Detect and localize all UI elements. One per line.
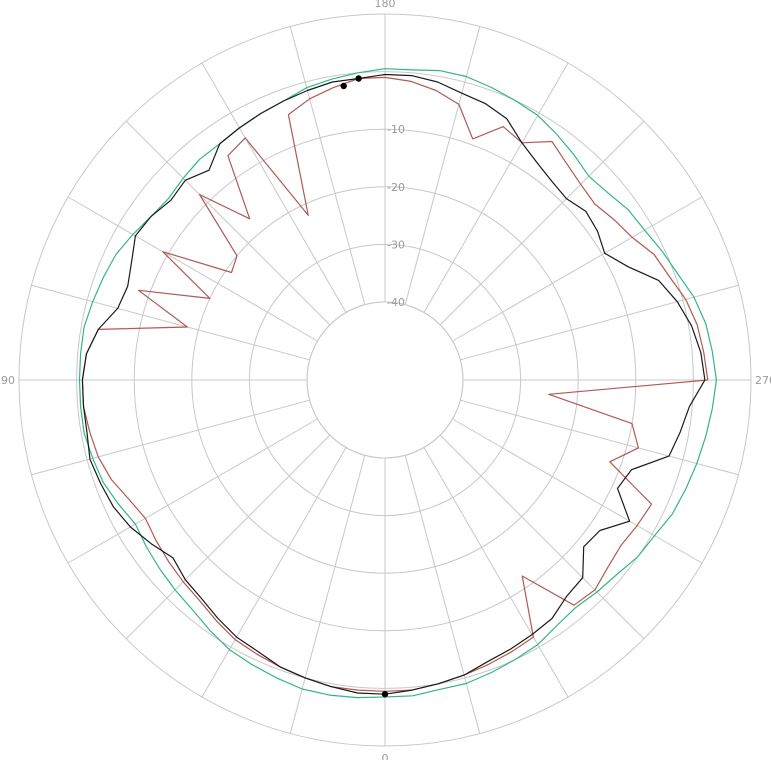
grid-spoke bbox=[289, 455, 366, 734]
grid-spoke bbox=[125, 434, 331, 640]
grid-spoke bbox=[289, 26, 366, 305]
marker-group bbox=[340, 75, 389, 698]
grid-spoke bbox=[439, 434, 645, 640]
grid-spoke bbox=[452, 196, 703, 342]
grid-spoke bbox=[201, 447, 347, 698]
series-line-2 bbox=[81, 76, 709, 692]
grid-spoke bbox=[31, 284, 310, 361]
angle-tick-label: 270 bbox=[755, 374, 771, 387]
grid-spoke bbox=[201, 62, 347, 313]
grid-spoke bbox=[404, 26, 481, 305]
grid-spoke bbox=[67, 418, 318, 564]
data-marker bbox=[340, 82, 347, 90]
angle-tick-label: 180 bbox=[375, 0, 396, 10]
radial-tick-label: -40 bbox=[387, 296, 405, 309]
series-line-1 bbox=[78, 68, 717, 699]
grid-ring-hub bbox=[306, 301, 464, 459]
grid-spoke bbox=[423, 447, 569, 698]
series-group bbox=[78, 68, 717, 699]
grid-ring bbox=[306, 301, 464, 459]
grid-spoke bbox=[452, 418, 703, 564]
radial-tick-label: -10 bbox=[387, 123, 405, 136]
angle-tick-label: 0 bbox=[382, 752, 389, 760]
grid-spoke bbox=[423, 62, 569, 313]
grid-spoke bbox=[460, 284, 739, 361]
series-line-3 bbox=[81, 73, 706, 695]
grid-spoke bbox=[31, 399, 310, 476]
data-marker bbox=[355, 75, 362, 82]
polar-grid bbox=[18, 13, 752, 747]
radial-tick-label: -30 bbox=[387, 238, 405, 251]
grid-spoke bbox=[439, 120, 645, 326]
grid-spoke bbox=[404, 455, 481, 734]
grid-spoke bbox=[460, 399, 739, 476]
radial-tick-label: -20 bbox=[387, 181, 405, 194]
grid-spoke bbox=[67, 196, 318, 342]
grid-spoke bbox=[125, 120, 331, 326]
angle-tick-label: 90 bbox=[1, 374, 15, 387]
data-marker bbox=[381, 690, 389, 698]
